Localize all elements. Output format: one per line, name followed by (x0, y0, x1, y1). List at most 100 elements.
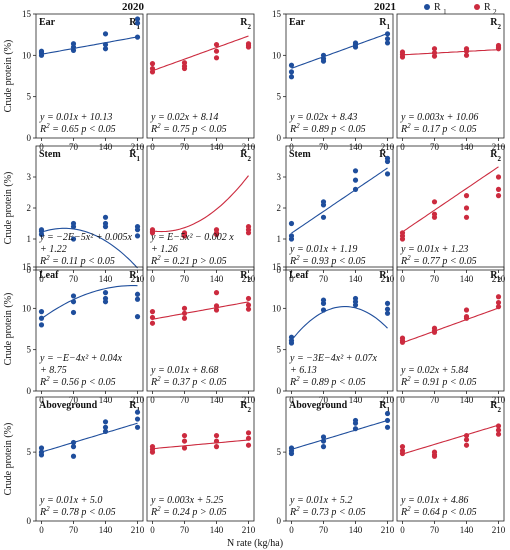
data-point (320, 444, 327, 450)
data-point (463, 52, 470, 58)
equation-line: R2 = 0.65 p < 0.05 (39, 122, 116, 135)
x-tick-label: 70 (430, 274, 440, 284)
data-point (245, 435, 252, 441)
x-tick-label: 70 (430, 525, 440, 535)
x-tick-label: 140 (99, 274, 113, 284)
series-label-subscript: 1 (387, 23, 391, 31)
y-tick-label: 5 (277, 92, 282, 102)
series-label-subscript: 1 (387, 276, 391, 284)
x-tick-label: 70 (180, 274, 190, 284)
data-point (288, 69, 295, 75)
data-point (38, 315, 45, 321)
series-label-subscript: 1 (137, 155, 141, 163)
year-2020-label: 2020 (122, 1, 145, 13)
x-tick-label: 140 (460, 395, 474, 405)
data-point (102, 41, 109, 48)
panel-title: Ear (39, 17, 56, 28)
data-point (399, 335, 406, 341)
series-label: R1 (129, 270, 140, 284)
y-tick-label: 2 (27, 203, 32, 213)
data-point (149, 61, 156, 67)
data-point (134, 233, 141, 239)
data-point (495, 423, 502, 429)
data-point (320, 199, 327, 205)
data-point (384, 40, 391, 46)
x-axis-label: N rate (kg/ha) (227, 538, 283, 549)
data-point (70, 299, 77, 305)
data-point (495, 304, 502, 310)
data-point (384, 306, 391, 312)
data-point (384, 31, 391, 37)
data-point (495, 42, 502, 49)
y-axis-label: Crude protein (%) (3, 423, 14, 496)
x-tick-label: 70 (319, 274, 329, 284)
panel-title: Aboveground (289, 400, 348, 411)
series-label: R1 (129, 149, 140, 163)
panel-2-1: 0 70 140 210 0 1 2 3 Stem R1 y = −2E−5x² + 0.005x+… (27, 145, 145, 284)
data-point (320, 297, 327, 303)
x-tick-label: 210 (131, 274, 145, 284)
data-point (352, 417, 359, 424)
legend-r2-marker (474, 4, 480, 10)
y-tick-label: 0 (27, 386, 32, 396)
legend-r1-label: R 1 (434, 2, 447, 16)
x-tick-label: 210 (131, 525, 145, 535)
x-tick-label: 210 (492, 274, 506, 284)
x-tick-label: 0 (400, 395, 405, 405)
data-point (431, 211, 438, 217)
data-point (134, 20, 141, 26)
data-point (384, 36, 391, 42)
series-label: R1 (129, 17, 140, 31)
series-label: R2 (490, 17, 501, 31)
data-point (384, 310, 391, 316)
series-label: R2 (240, 149, 251, 163)
fit-line (402, 166, 499, 233)
fit-line (291, 419, 388, 450)
equation-line: R2 = 0.21 p > 0.05 (150, 254, 227, 267)
data-point (213, 48, 220, 54)
series-label: R2 (490, 400, 501, 414)
data-point (70, 444, 77, 450)
series-label-subscript: 2 (498, 276, 502, 284)
equation-line: y = 0.01x + 1.19 (289, 244, 357, 255)
series-label-subscript: 2 (498, 23, 502, 31)
equation-line: R2 = 0.91 p < 0.05 (400, 375, 477, 388)
panel-frame (35, 266, 144, 392)
x-tick-label: 0 (39, 525, 44, 535)
x-tick-label: 0 (150, 525, 155, 535)
fit-line (41, 36, 138, 55)
data-point (38, 309, 45, 315)
y-tick-label: 10 (272, 303, 282, 313)
data-point (384, 424, 391, 430)
series-label: R2 (490, 149, 501, 163)
data-point (320, 434, 327, 440)
data-point (102, 295, 109, 302)
fit-line (152, 439, 249, 450)
y-tick-label: 10 (22, 50, 32, 60)
data-point (463, 437, 470, 443)
equation-line: y = E−5x² − 0.002 x (150, 232, 234, 243)
x-tick-label: 0 (289, 525, 294, 535)
x-tick-label: 70 (69, 274, 79, 284)
data-point (70, 236, 77, 242)
data-point (352, 426, 359, 432)
panel-title: Ear (289, 17, 306, 28)
data-point (181, 432, 188, 439)
x-tick-label: 140 (99, 395, 113, 405)
panel-frame (146, 266, 255, 392)
data-point (288, 74, 295, 80)
x-tick-label: 210 (242, 142, 256, 152)
panel-title: Leaf (289, 270, 309, 281)
data-point (288, 445, 295, 451)
data-point (38, 322, 45, 328)
data-point (213, 444, 220, 450)
data-point (495, 193, 502, 199)
equation-line: y = 0.01x + 10.13 (39, 112, 112, 123)
panel-1-1: 0 70 140 210 0 5 10 15 Ear R1 y = 0.01x + 10.13R2 … (22, 9, 145, 152)
series-label: R2 (240, 400, 251, 414)
equation-line: R2 = 0.89 p < 0.05 (289, 375, 366, 388)
